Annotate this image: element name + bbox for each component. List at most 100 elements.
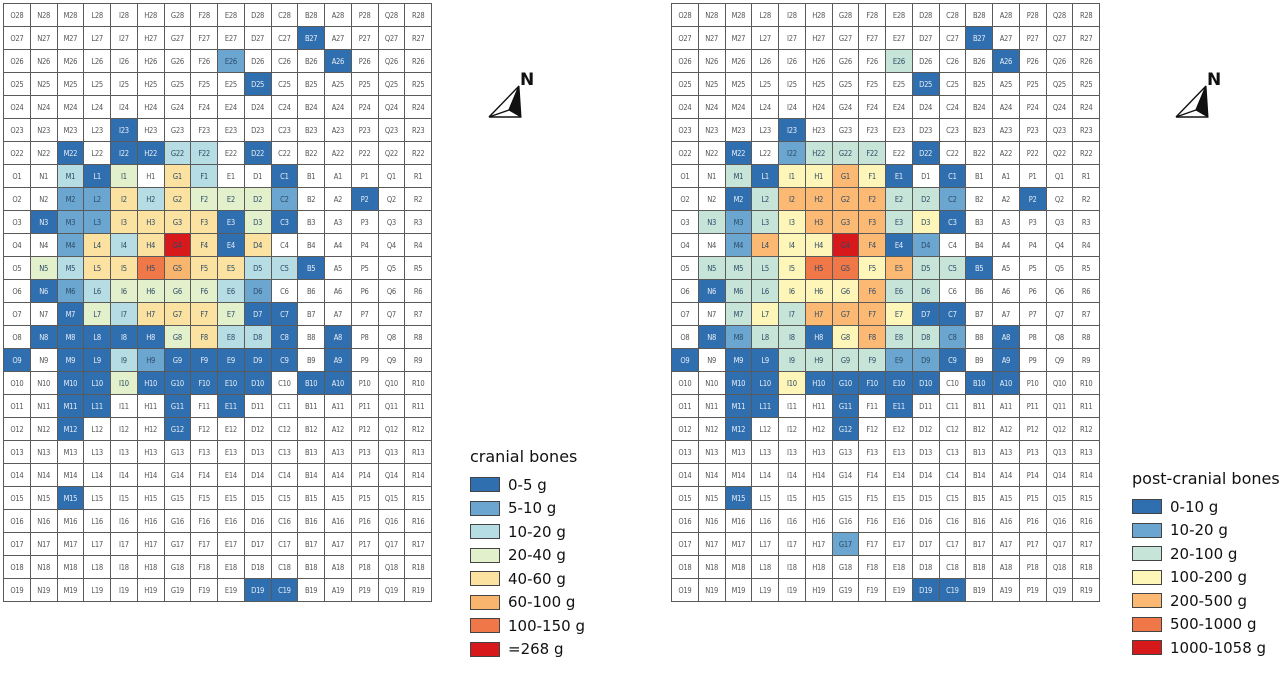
grid-cell-P17: P17 <box>351 533 379 556</box>
grid-cell-F23: F23 <box>859 119 886 142</box>
grid-cell-M4: M4 <box>725 234 753 257</box>
grid-cell-O9: O9 <box>672 349 699 372</box>
grid-cell-L5: L5 <box>84 257 111 280</box>
grid-cell-G19: G19 <box>164 579 192 602</box>
legend-label: 100-200 g <box>1170 568 1247 587</box>
grid-cell-H1: H1 <box>137 165 165 188</box>
grid-cell-C15: C15 <box>271 487 299 510</box>
grid-cell-Q14: Q14 <box>1046 464 1074 487</box>
grid-cell-C4: C4 <box>939 234 967 257</box>
grid-cell-F12: F12 <box>859 418 886 441</box>
grid-cell-C25: C25 <box>271 73 299 96</box>
grid-cell-O1: O1 <box>672 165 699 188</box>
legend-item: 10-20 g <box>1132 519 1280 543</box>
grid-cell-Q24: Q24 <box>1046 96 1074 119</box>
grid-cell-M4: M4 <box>57 234 85 257</box>
grid-cell-G2: G2 <box>832 188 860 211</box>
grid-cell-D5: D5 <box>244 257 272 280</box>
grid-cell-M10: M10 <box>57 372 85 395</box>
grid-cell-Q28: Q28 <box>378 4 406 27</box>
grid-cell-L16: L16 <box>84 510 111 533</box>
grid-cell-P14: P14 <box>351 464 379 487</box>
grid-cell-H5: H5 <box>805 257 833 280</box>
grid-cell-P17: P17 <box>1019 533 1047 556</box>
grid-cell-G28: G28 <box>832 4 860 27</box>
grid-cell-N27: N27 <box>30 27 58 50</box>
grid-cell-A19: A19 <box>993 579 1020 602</box>
grid-cell-Q19: Q19 <box>1046 579 1074 602</box>
grid-cell-B3: B3 <box>298 211 325 234</box>
grid-cell-H5: H5 <box>137 257 165 280</box>
grid-cell-R8: R8 <box>405 326 432 349</box>
grid-cell-A2: A2 <box>993 188 1020 211</box>
legend-item: 100-200 g <box>1132 566 1280 590</box>
grid-cell-D2: D2 <box>244 188 272 211</box>
grid-cell-E15: E15 <box>886 487 913 510</box>
grid-cell-R13: R13 <box>1073 441 1100 464</box>
grid-cell-G26: G26 <box>164 50 192 73</box>
grid-cell-L26: L26 <box>84 50 111 73</box>
grid-cell-P13: P13 <box>1019 441 1047 464</box>
grid-cell-H1: H1 <box>805 165 833 188</box>
grid-cell-B28: B28 <box>298 4 325 27</box>
grid-cell-E18: E18 <box>886 556 913 579</box>
grid-cell-M27: M27 <box>725 27 753 50</box>
grid-cell-O2: O2 <box>4 188 31 211</box>
grid-cell-F9: F9 <box>859 349 886 372</box>
grid-cell-D10: D10 <box>912 372 940 395</box>
grid-cell-F23: F23 <box>191 119 218 142</box>
grid-cell-H10: H10 <box>805 372 833 395</box>
grid-cell-G10: G10 <box>832 372 860 395</box>
grid-cell-F3: F3 <box>191 211 218 234</box>
grid-cell-B16: B16 <box>966 510 993 533</box>
grid-cell-E14: E14 <box>218 464 245 487</box>
grid-cell-F7: F7 <box>859 303 886 326</box>
grid-cell-R11: R11 <box>405 395 432 418</box>
grid-cell-N3: N3 <box>30 211 58 234</box>
grid-cell-C26: C26 <box>939 50 967 73</box>
grid-cell-C10: C10 <box>939 372 967 395</box>
grid-cell-P3: P3 <box>351 211 379 234</box>
legend-item: 100-150 g <box>470 614 585 638</box>
grid-cell-R8: R8 <box>1073 326 1100 349</box>
grid-cell-C16: C16 <box>939 510 967 533</box>
legend-swatch <box>1132 593 1162 609</box>
grid-cell-F28: F28 <box>191 4 218 27</box>
grid-cell-E23: E23 <box>218 119 245 142</box>
grid-cell-D1: D1 <box>912 165 940 188</box>
grid-cell-G5: G5 <box>164 257 192 280</box>
grid-cell-D22: D22 <box>244 142 272 165</box>
grid-cell-B7: B7 <box>298 303 325 326</box>
legend-swatch <box>1132 640 1162 656</box>
grid-cell-F3: F3 <box>859 211 886 234</box>
grid-cell-G14: G14 <box>164 464 192 487</box>
grid-cell-Q12: Q12 <box>1046 418 1074 441</box>
grid-cell-O13: O13 <box>672 441 699 464</box>
grid-cell-L15: L15 <box>752 487 779 510</box>
grid-cell-D4: D4 <box>244 234 272 257</box>
legend-item: 500-1000 g <box>1132 613 1280 637</box>
grid-cell-I2: I2 <box>779 188 806 211</box>
grid-cell-D8: D8 <box>912 326 940 349</box>
grid-cell-D3: D3 <box>912 211 940 234</box>
post-cranial-grid-map: O28 N28 M28 L28 I28 H28 G28 F28 E28 D28 C28 B28 A28 P… <box>671 3 1100 602</box>
grid-cell-E18: E18 <box>218 556 245 579</box>
grid-cell-M19: M19 <box>57 579 85 602</box>
grid-cell-Q19: Q19 <box>378 579 406 602</box>
grid-cell-G3: G3 <box>832 211 860 234</box>
grid-cell-G25: G25 <box>832 73 860 96</box>
grid-cell-D14: D14 <box>244 464 272 487</box>
grid-cell-B9: B9 <box>298 349 325 372</box>
grid-cell-M11: M11 <box>57 395 85 418</box>
legend-title: post-cranial bones <box>1132 469 1280 488</box>
grid-cell-D16: D16 <box>244 510 272 533</box>
grid-cell-D15: D15 <box>912 487 940 510</box>
grid-cell-E13: E13 <box>886 441 913 464</box>
grid-cell-Q16: Q16 <box>1046 510 1074 533</box>
grid-cell-F14: F14 <box>191 464 218 487</box>
grid-cell-P18: P18 <box>1019 556 1047 579</box>
grid-cell-P1: P1 <box>351 165 379 188</box>
grid-cell-A4: A4 <box>993 234 1020 257</box>
grid-cell-P23: P23 <box>1019 119 1047 142</box>
grid-cell-Q27: Q27 <box>1046 27 1074 50</box>
